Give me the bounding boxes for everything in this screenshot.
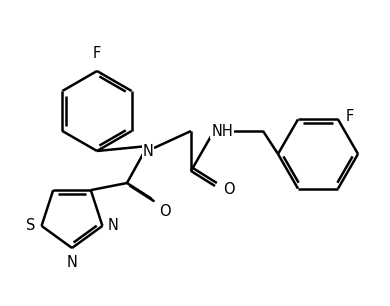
Text: N: N	[67, 255, 78, 270]
Text: O: O	[223, 181, 235, 196]
Text: N: N	[143, 144, 153, 159]
Text: F: F	[93, 46, 101, 61]
Text: F: F	[346, 109, 354, 124]
Text: O: O	[159, 204, 171, 219]
Text: N: N	[107, 218, 118, 233]
Text: S: S	[26, 218, 35, 233]
Text: NH: NH	[211, 124, 233, 139]
